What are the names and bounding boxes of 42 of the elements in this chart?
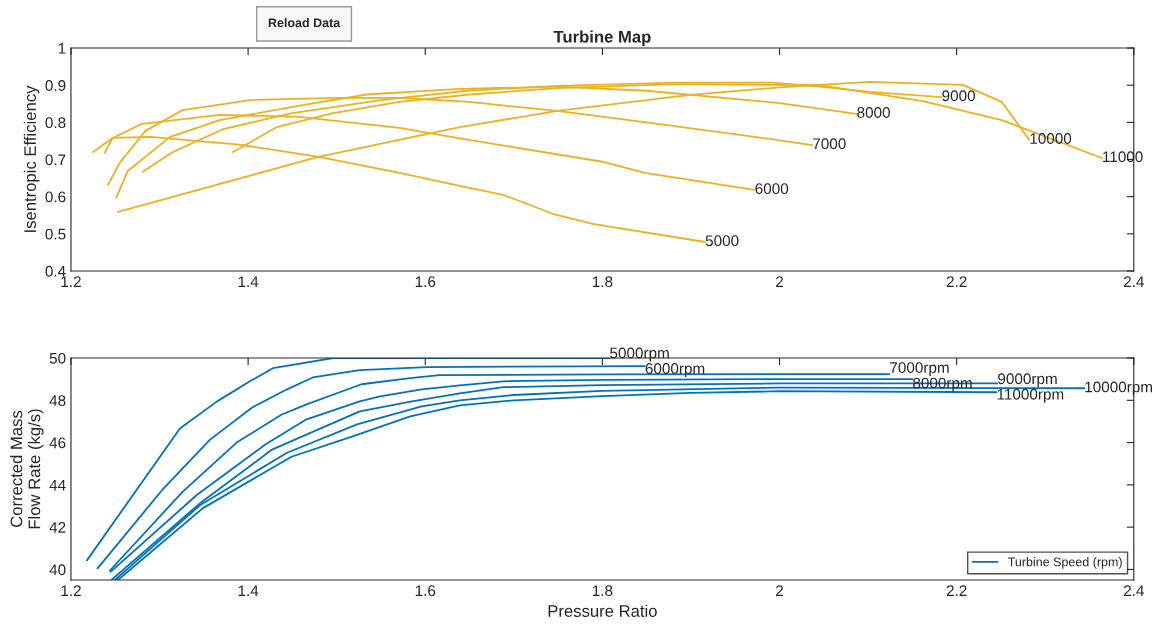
- y-tick-label: 0.5: [45, 228, 66, 240]
- y-tick-label: 0.8: [45, 117, 66, 129]
- text: Reload Data: [268, 18, 341, 28]
- x-tick-label: 2: [776, 585, 784, 596]
- y-tick-label: 0.4: [45, 265, 66, 277]
- annotation: 7000rpm: [890, 362, 949, 376]
- y-tick-label: 44: [49, 479, 66, 491]
- y-tick-label: 46: [49, 437, 66, 449]
- x-axis-title: Pressure Ratio: [548, 604, 657, 617]
- x-tick-label: 1.6: [415, 585, 436, 597]
- x-tick-label: 1.8: [592, 276, 613, 288]
- annotation: 9000rpm: [998, 373, 1057, 388]
- annotation: 9000: [942, 90, 975, 102]
- y-axis-title: Isentropic Efficiency: [23, 85, 40, 232]
- x-tick-label: 1.2: [61, 276, 81, 287]
- x-tick-label: 2.2: [946, 585, 967, 596]
- y-tick-label: 42: [49, 522, 66, 533]
- y-tick-label: 0.6: [45, 191, 66, 203]
- x-tick-label: 1.4: [238, 585, 259, 596]
- y-tick-label: 50: [49, 352, 66, 364]
- x-tick-label: 2.2: [946, 276, 967, 287]
- annotation: 5000: [705, 235, 739, 247]
- x-tick-label: 2: [776, 276, 784, 287]
- y-axis-title: Corrected Mass Flow Rate (kg/s): [10, 409, 44, 529]
- y-tick-label: 48: [49, 395, 66, 406]
- x-tick-label: 1.4: [238, 276, 259, 287]
- x-tick-label: 1.6: [415, 276, 436, 288]
- annotation: 8000: [857, 107, 890, 118]
- x-tick-label: 1.8: [592, 585, 613, 597]
- legend-label: Turbine Speed (rpm): [1007, 557, 1122, 569]
- x-tick-label: 2.4: [1123, 276, 1144, 287]
- x-tick-label: 1.2: [61, 585, 81, 596]
- x-tick-label: 2.4: [1123, 585, 1144, 596]
- annotation: 7000: [813, 138, 846, 150]
- y-tick-label: 1: [58, 43, 66, 54]
- y-tick-label: 0.9: [45, 80, 66, 91]
- chart-title: Turbine Map: [553, 30, 651, 46]
- y-tick-label: 40: [49, 564, 66, 576]
- y-tick-label: 0.7: [45, 154, 66, 166]
- annotation: 5000rpm: [610, 347, 669, 362]
- annotation: 6000: [755, 183, 789, 195]
- annotation: 11000rpm: [997, 388, 1064, 403]
